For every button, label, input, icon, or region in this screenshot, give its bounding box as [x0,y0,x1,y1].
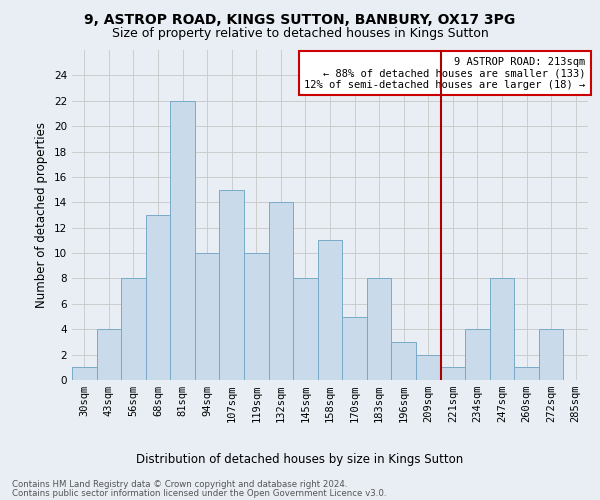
Bar [539,329,563,380]
Text: Contains public sector information licensed under the Open Government Licence v3: Contains public sector information licen… [12,488,386,498]
Bar [391,342,416,380]
Bar [342,316,367,380]
Bar [293,278,318,380]
Text: 9, ASTROP ROAD, KINGS SUTTON, BANBURY, OX17 3PG: 9, ASTROP ROAD, KINGS SUTTON, BANBURY, O… [85,12,515,26]
Bar [146,215,170,380]
Text: Size of property relative to detached houses in Kings Sutton: Size of property relative to detached ho… [112,28,488,40]
Bar [220,190,244,380]
Bar [269,202,293,380]
Text: Distribution of detached houses by size in Kings Sutton: Distribution of detached houses by size … [136,452,464,466]
Bar [440,368,465,380]
Bar [514,368,539,380]
Text: 9 ASTROP ROAD: 213sqm
← 88% of detached houses are smaller (133)
12% of semi-det: 9 ASTROP ROAD: 213sqm ← 88% of detached … [304,56,586,90]
Bar [97,329,121,380]
Bar [318,240,342,380]
Bar [72,368,97,380]
Text: Contains HM Land Registry data © Crown copyright and database right 2024.: Contains HM Land Registry data © Crown c… [12,480,347,489]
Bar [465,329,490,380]
Y-axis label: Number of detached properties: Number of detached properties [35,122,49,308]
Bar [244,253,269,380]
Bar [416,354,440,380]
Bar [170,101,195,380]
Bar [367,278,391,380]
Bar [490,278,514,380]
Bar [195,253,220,380]
Bar [121,278,146,380]
